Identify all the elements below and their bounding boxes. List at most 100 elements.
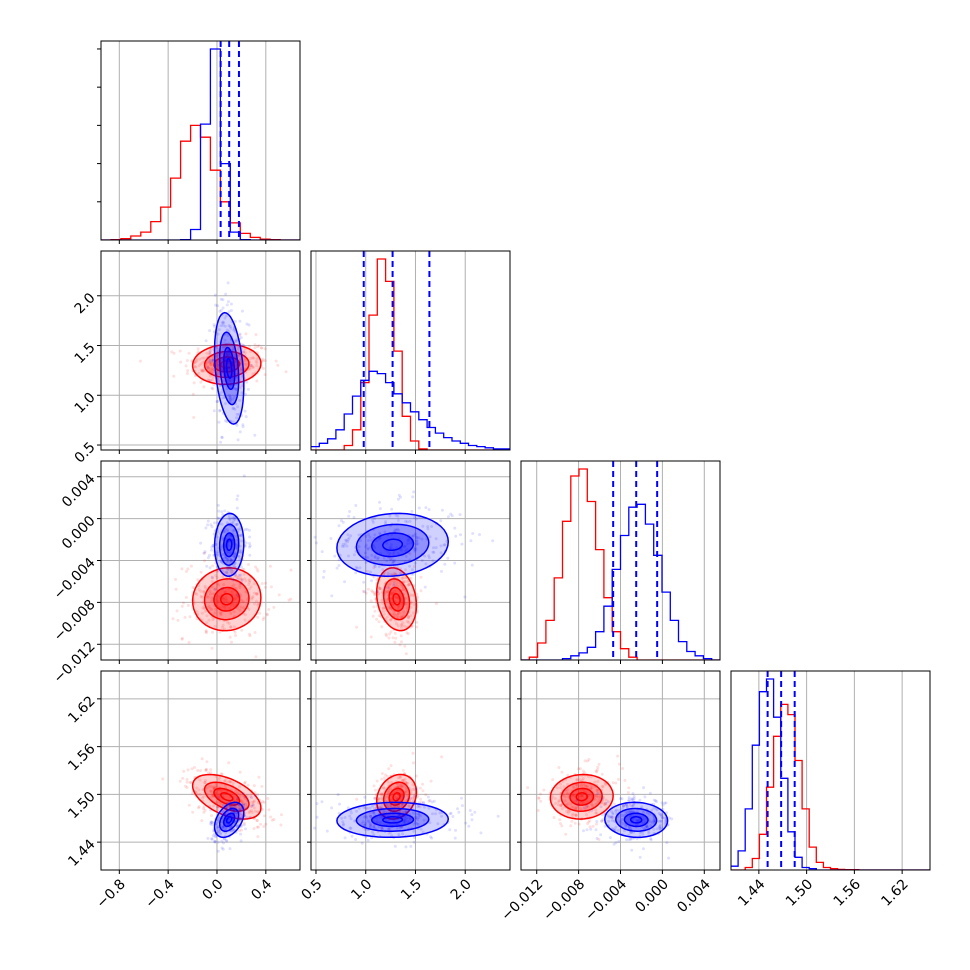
scatter-point bbox=[239, 336, 243, 340]
contour-red bbox=[388, 586, 405, 612]
scatter-point bbox=[236, 438, 240, 442]
scatter-point bbox=[197, 788, 201, 792]
scatter-point bbox=[573, 813, 577, 817]
scatter-point bbox=[256, 835, 260, 839]
scatter-point bbox=[377, 825, 381, 829]
scatter-point bbox=[229, 398, 232, 402]
scatter-point bbox=[255, 825, 259, 829]
scatter-point bbox=[187, 640, 191, 644]
panel-frame-0-0 bbox=[100, 40, 301, 241]
scatter-panel-1-0 bbox=[101, 251, 300, 450]
scatter-point bbox=[407, 583, 411, 587]
scatter-point bbox=[217, 328, 221, 332]
scatter-point bbox=[233, 516, 237, 520]
scatter-point bbox=[223, 529, 226, 533]
scatter-point bbox=[409, 806, 413, 810]
scatter-point bbox=[206, 366, 210, 370]
scatter-point bbox=[222, 530, 226, 534]
scatter-point bbox=[223, 509, 227, 513]
scatter-point bbox=[251, 803, 255, 807]
scatter-point bbox=[250, 804, 254, 808]
scatter-point bbox=[631, 804, 635, 808]
scatter-point bbox=[246, 387, 250, 391]
scatter-point bbox=[232, 809, 236, 812]
scatter-point bbox=[585, 828, 589, 832]
scatter-point bbox=[401, 621, 405, 625]
scatter-point bbox=[405, 548, 409, 551]
scatter-point bbox=[376, 557, 380, 561]
scatter-point bbox=[347, 514, 351, 518]
scatter-point bbox=[391, 636, 395, 640]
scatter-point bbox=[225, 351, 229, 355]
scatter-point bbox=[223, 316, 227, 320]
scatter-panel-2-0 bbox=[101, 461, 300, 660]
scatter-point bbox=[377, 592, 381, 596]
scatter-point bbox=[200, 757, 204, 761]
scatter-point bbox=[229, 625, 233, 629]
scatter-point bbox=[238, 319, 242, 323]
scatter-point bbox=[427, 508, 431, 511]
scatter-point bbox=[217, 815, 221, 819]
scatter-point bbox=[391, 823, 395, 826]
scatter-point bbox=[428, 535, 432, 539]
scatter-point bbox=[225, 780, 229, 784]
scatter-point bbox=[219, 612, 223, 616]
scatter-point bbox=[423, 554, 427, 558]
scatter-point bbox=[405, 607, 409, 611]
scatter-point bbox=[407, 804, 411, 808]
scatter-point bbox=[597, 837, 601, 841]
scatter-point bbox=[325, 829, 329, 833]
scatter-point bbox=[648, 791, 652, 795]
scatter-point bbox=[405, 603, 409, 607]
scatter-point bbox=[421, 789, 425, 793]
scatter-point bbox=[467, 824, 471, 828]
scatter-point bbox=[415, 787, 419, 791]
scatter-point bbox=[228, 551, 232, 555]
scatter-point bbox=[357, 545, 361, 549]
scatter-point bbox=[372, 784, 376, 788]
scatter-point bbox=[216, 825, 220, 829]
scatter-point bbox=[235, 812, 239, 816]
scatter-point bbox=[404, 809, 408, 813]
scatter-point bbox=[226, 334, 230, 337]
scatter-point bbox=[652, 819, 656, 822]
scatter-point bbox=[620, 814, 624, 817]
scatter-point bbox=[242, 821, 246, 825]
scatter-point bbox=[378, 815, 382, 819]
scatter-point bbox=[230, 808, 234, 812]
scatter-point bbox=[161, 777, 165, 781]
scatter-point bbox=[434, 546, 438, 550]
scatter-point bbox=[378, 507, 382, 511]
scatter-point bbox=[574, 806, 578, 810]
scatter-point bbox=[220, 522, 224, 526]
scatter-point bbox=[216, 503, 220, 507]
scatter-point bbox=[629, 837, 633, 841]
scatter-point bbox=[217, 778, 221, 781]
scatter-point bbox=[210, 575, 214, 579]
scatter-point bbox=[206, 365, 209, 369]
scatter-point bbox=[208, 350, 211, 354]
scatter-point bbox=[214, 303, 218, 307]
scatter-point bbox=[414, 542, 418, 545]
scatter-point bbox=[245, 816, 249, 820]
scatter-point bbox=[406, 632, 410, 636]
scatter-point bbox=[348, 826, 352, 830]
scatter-point bbox=[217, 378, 221, 382]
scatter-point bbox=[658, 827, 662, 831]
scatter-point bbox=[288, 585, 291, 588]
scatter-point bbox=[389, 804, 393, 808]
contour-blue bbox=[604, 801, 669, 839]
scatter-point bbox=[221, 306, 225, 310]
scatter-point bbox=[390, 591, 394, 595]
scatter-point bbox=[385, 634, 388, 638]
scatter-point bbox=[201, 600, 205, 604]
scatter-point bbox=[207, 784, 211, 788]
scatter-point bbox=[369, 814, 373, 818]
scatter-point bbox=[239, 816, 243, 820]
scatter-point bbox=[627, 796, 631, 800]
scatter-point bbox=[645, 824, 649, 828]
scatter-point bbox=[409, 844, 413, 848]
scatter-point bbox=[240, 598, 243, 602]
density-fill-blue bbox=[223, 533, 235, 557]
scatter-point bbox=[203, 781, 207, 785]
